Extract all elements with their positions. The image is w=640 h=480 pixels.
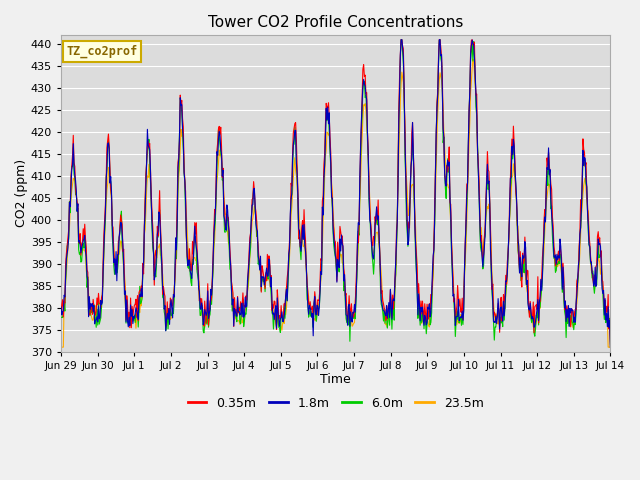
Title: Tower CO2 Profile Concentrations: Tower CO2 Profile Concentrations: [208, 15, 463, 30]
X-axis label: Time: Time: [321, 373, 351, 386]
Text: TZ_co2prof: TZ_co2prof: [67, 45, 138, 58]
Legend: 0.35m, 1.8m, 6.0m, 23.5m: 0.35m, 1.8m, 6.0m, 23.5m: [182, 392, 489, 415]
Y-axis label: CO2 (ppm): CO2 (ppm): [15, 159, 28, 228]
